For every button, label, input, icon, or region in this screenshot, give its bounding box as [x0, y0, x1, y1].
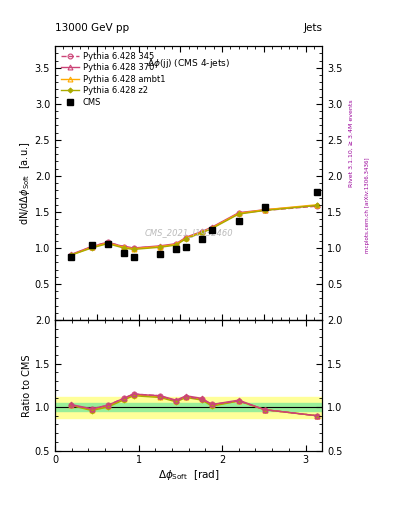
Pythia 6.428 ambt1	[105, 240, 110, 246]
Text: mcplots.cern.ch [arXiv:1306.3436]: mcplots.cern.ch [arXiv:1306.3436]	[365, 157, 370, 252]
Pythia 6.428 345	[315, 203, 320, 209]
CMS	[184, 244, 189, 250]
Y-axis label: Ratio to CMS: Ratio to CMS	[22, 354, 32, 417]
Pythia 6.428 z2	[237, 211, 241, 217]
Pythia 6.428 370	[262, 207, 267, 213]
Pythia 6.428 ambt1	[121, 244, 126, 250]
Text: $\Delta\phi$(jj) (CMS 4-jets): $\Delta\phi$(jj) (CMS 4-jets)	[147, 57, 230, 70]
Pythia 6.428 370	[315, 202, 320, 208]
Pythia 6.428 370	[68, 251, 73, 258]
Pythia 6.428 z2	[121, 245, 126, 251]
Pythia 6.428 ambt1	[131, 246, 136, 252]
Pythia 6.428 z2	[131, 246, 136, 252]
Pythia 6.428 z2	[90, 245, 94, 251]
Line: Pythia 6.428 345: Pythia 6.428 345	[68, 204, 320, 258]
Pythia 6.428 ambt1	[210, 225, 215, 231]
Pythia 6.428 370	[174, 241, 178, 247]
Pythia 6.428 345	[121, 244, 126, 250]
CMS	[237, 218, 241, 224]
Pythia 6.428 370	[90, 244, 94, 250]
Pythia 6.428 z2	[68, 252, 73, 258]
Pythia 6.428 345	[184, 235, 189, 241]
Pythia 6.428 ambt1	[90, 244, 94, 250]
Pythia 6.428 ambt1	[68, 252, 73, 258]
CMS	[105, 241, 110, 247]
Pythia 6.428 370	[237, 209, 241, 216]
Pythia 6.428 z2	[262, 207, 267, 214]
Pythia 6.428 345	[262, 207, 267, 214]
Pythia 6.428 370	[158, 243, 163, 249]
Pythia 6.428 370	[210, 224, 215, 230]
Pythia 6.428 345	[131, 245, 136, 251]
Text: Jets: Jets	[303, 23, 322, 33]
Pythia 6.428 ambt1	[262, 207, 267, 213]
Pythia 6.428 z2	[210, 225, 215, 231]
Pythia 6.428 z2	[158, 244, 163, 250]
Text: Rivet 3.1.10, ≥ 3.4M events: Rivet 3.1.10, ≥ 3.4M events	[349, 99, 354, 187]
Pythia 6.428 z2	[184, 236, 189, 242]
CMS	[262, 204, 267, 210]
Pythia 6.428 ambt1	[315, 202, 320, 208]
Pythia 6.428 z2	[200, 230, 204, 236]
Y-axis label: dN/d$\Delta\phi_{\rm Soft}$  [a.u.]: dN/d$\Delta\phi_{\rm Soft}$ [a.u.]	[18, 141, 32, 225]
Pythia 6.428 ambt1	[237, 210, 241, 217]
CMS	[68, 253, 73, 260]
Pythia 6.428 370	[200, 228, 204, 234]
Pythia 6.428 370	[131, 245, 136, 251]
Pythia 6.428 345	[105, 239, 110, 245]
CMS	[174, 246, 178, 252]
Pythia 6.428 ambt1	[184, 235, 189, 241]
CMS	[315, 189, 320, 196]
CMS	[210, 227, 215, 233]
Line: Pythia 6.428 370: Pythia 6.428 370	[68, 203, 320, 257]
Pythia 6.428 z2	[174, 242, 178, 248]
Line: CMS: CMS	[68, 189, 320, 261]
Pythia 6.428 345	[200, 229, 204, 235]
Pythia 6.428 ambt1	[158, 244, 163, 250]
CMS	[121, 250, 126, 256]
Line: Pythia 6.428 ambt1: Pythia 6.428 ambt1	[68, 202, 320, 258]
Text: 13000 GeV pp: 13000 GeV pp	[55, 23, 129, 33]
Pythia 6.428 345	[174, 241, 178, 247]
Pythia 6.428 345	[158, 244, 163, 250]
Pythia 6.428 370	[184, 234, 189, 240]
X-axis label: $\Delta\phi_{\rm Soft}$  [rad]: $\Delta\phi_{\rm Soft}$ [rad]	[158, 468, 220, 482]
Pythia 6.428 345	[210, 225, 215, 231]
Text: CMS_2021_I1932460: CMS_2021_I1932460	[144, 228, 233, 237]
Pythia 6.428 ambt1	[174, 241, 178, 247]
Pythia 6.428 345	[68, 252, 73, 258]
CMS	[200, 236, 204, 242]
Pythia 6.428 345	[237, 210, 241, 217]
Pythia 6.428 345	[90, 244, 94, 250]
CMS	[158, 251, 163, 258]
Pythia 6.428 z2	[315, 202, 320, 208]
Pythia 6.428 ambt1	[200, 229, 204, 235]
Pythia 6.428 370	[121, 244, 126, 250]
CMS	[131, 254, 136, 261]
CMS	[90, 242, 94, 248]
Pythia 6.428 370	[105, 239, 110, 245]
Line: Pythia 6.428 z2: Pythia 6.428 z2	[69, 204, 319, 257]
Pythia 6.428 z2	[105, 241, 110, 247]
Legend: Pythia 6.428 345, Pythia 6.428 370, Pythia 6.428 ambt1, Pythia 6.428 z2, CMS: Pythia 6.428 345, Pythia 6.428 370, Pyth…	[59, 50, 167, 109]
